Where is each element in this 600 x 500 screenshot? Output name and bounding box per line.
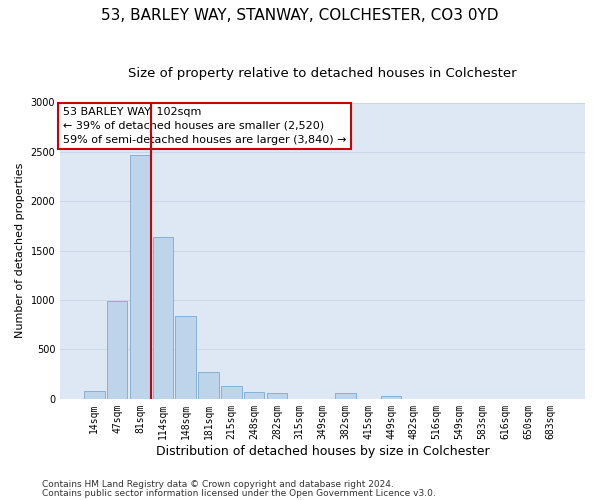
Bar	[198, 372, 219, 399]
Bar	[335, 394, 356, 399]
Bar	[244, 392, 265, 399]
Y-axis label: Number of detached properties: Number of detached properties	[15, 163, 25, 338]
Bar	[84, 392, 104, 399]
Bar	[107, 301, 127, 399]
Bar	[175, 316, 196, 399]
Text: 53, BARLEY WAY, STANWAY, COLCHESTER, CO3 0YD: 53, BARLEY WAY, STANWAY, COLCHESTER, CO3…	[101, 8, 499, 22]
Text: Contains HM Land Registry data © Crown copyright and database right 2024.: Contains HM Land Registry data © Crown c…	[42, 480, 394, 489]
Bar	[130, 155, 150, 399]
Bar	[221, 386, 242, 399]
Bar	[381, 396, 401, 399]
Text: Contains public sector information licensed under the Open Government Licence v3: Contains public sector information licen…	[42, 489, 436, 498]
Text: 53 BARLEY WAY: 102sqm
← 39% of detached houses are smaller (2,520)
59% of semi-d: 53 BARLEY WAY: 102sqm ← 39% of detached …	[63, 107, 346, 145]
Bar	[152, 237, 173, 399]
X-axis label: Distribution of detached houses by size in Colchester: Distribution of detached houses by size …	[156, 444, 490, 458]
Bar	[266, 394, 287, 399]
Title: Size of property relative to detached houses in Colchester: Size of property relative to detached ho…	[128, 68, 517, 80]
